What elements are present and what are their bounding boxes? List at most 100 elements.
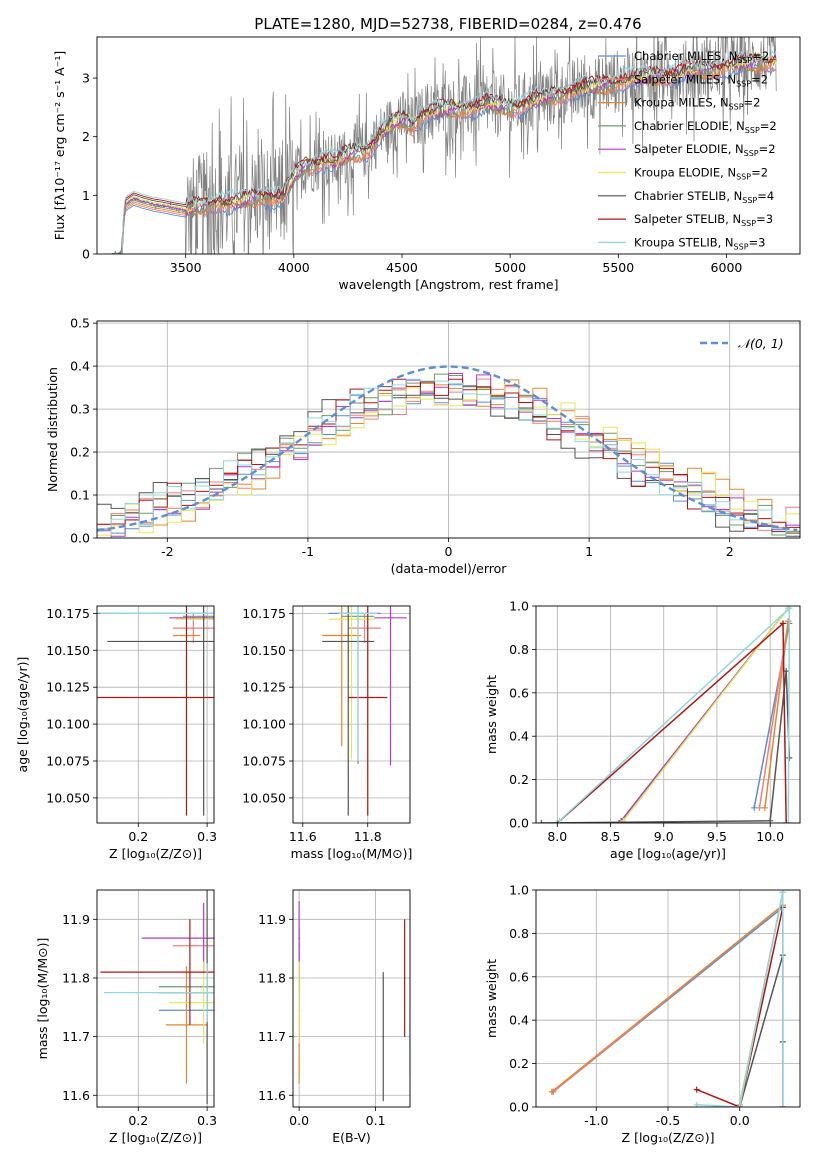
y-tick-label: 10.125 — [46, 680, 90, 695]
data-point — [189, 971, 191, 973]
residual-histogram-step — [97, 378, 800, 538]
x-tick-label: 6000 — [711, 260, 743, 275]
axes-frame — [535, 605, 801, 824]
data-point — [185, 1024, 188, 1026]
massweight_vs_age-panel: 8.0 8.5 9.0 9.5 10.0 0.0 0.2 0.4 0.6 0.8 1.0 age [l… — [484, 599, 801, 861]
x-tick-label: 11.8 — [354, 829, 382, 844]
x-tick-label: 0.2 — [128, 1113, 148, 1128]
x-tick-label: 3500 — [170, 260, 202, 275]
data-point — [202, 1001, 205, 1004]
x-tick-label: 11.6 — [289, 829, 317, 844]
x-axis-label: Z [log₁₀(Z/Z⊙)] — [109, 846, 202, 861]
x-tick-label: -1.0 — [584, 1113, 608, 1128]
x-axis-label: wavelength [Angstrom, rest frame] — [338, 277, 558, 292]
legend-entry: Chabrier ELODIE, NSSP=2 — [634, 119, 777, 135]
x-tick-label: 0.0 — [730, 1113, 750, 1128]
axes-frame — [96, 889, 215, 1108]
legend-entry: Salpeter STELIB, NSSP=3 — [634, 212, 773, 228]
x-tick-label: 8.5 — [601, 829, 621, 844]
data-point — [192, 627, 195, 629]
mass-weight-line — [764, 621, 790, 808]
x-tick-label: -2 — [161, 544, 173, 559]
data-point — [357, 612, 359, 615]
y-tick-label: 0.1 — [70, 488, 90, 503]
y-tick-label: 2 — [82, 129, 90, 144]
y-tick-label: 11.7 — [258, 1029, 286, 1044]
data-point — [206, 991, 208, 994]
y-tick-label: 10.150 — [242, 643, 286, 658]
data-point — [548, 1088, 555, 1095]
y-axis-label: mass weight — [484, 675, 499, 754]
legend-entry: Kroupa ELODIE, NSSP=2 — [634, 166, 768, 182]
x-tick-label: 0.3 — [197, 1113, 217, 1128]
y-tick-label: 0.0 — [70, 531, 90, 546]
y-tick-label: 0.5 — [70, 316, 90, 331]
mass-weight-line — [541, 671, 791, 823]
legend-entry: Chabrier MILES, NSSP=2 — [634, 49, 769, 65]
x-tick-label: 10.0 — [756, 829, 784, 844]
figure-title: PLATE=1280, MJD=52738, FIBERID=0284, z=0… — [254, 15, 641, 33]
data-point — [363, 627, 366, 629]
x-axis-label: (data-model)/error — [391, 561, 508, 576]
axes-frame — [292, 605, 411, 824]
x-tick-label: 0 — [445, 544, 453, 559]
legend-entry: Kroupa MILES, NSSP=2 — [634, 96, 760, 112]
x-tick-label: 4000 — [278, 260, 310, 275]
data-point — [366, 696, 369, 699]
data-point — [785, 618, 792, 625]
age_vs_mass-plot-area — [293, 606, 410, 823]
axes-frame — [96, 320, 801, 539]
y-tick-label: 0.8 — [509, 926, 529, 941]
y-tick-label: 0.0 — [509, 1100, 529, 1115]
mass-weight-line — [551, 904, 784, 1093]
x-tick-label: 0.2 — [128, 829, 148, 844]
data-point — [785, 820, 792, 823]
y-axis-label: mass weight — [484, 959, 499, 1038]
age_vs_Z-panel: 0.2 0.3 10.050 10.075 10.100 10.125 10.150 10.1… — [15, 605, 217, 861]
legend-entry: Kroupa STELIB, NSSP=3 — [634, 235, 765, 251]
x-tick-label: -0.5 — [656, 1113, 680, 1128]
residual-histogram-step — [97, 381, 800, 537]
x-axis-label: age [log₁₀(age/yr)] — [610, 846, 726, 861]
y-tick-label: 10.175 — [242, 606, 286, 621]
x-axis-label: E(B-V) — [332, 1130, 371, 1145]
axes-frame — [535, 889, 801, 1108]
data-point — [199, 985, 202, 988]
data-point — [538, 820, 545, 823]
x-tick-label: 5000 — [494, 260, 526, 275]
y-tick-label: 0.2 — [509, 1056, 529, 1071]
y-tick-label: 0.3 — [70, 402, 90, 417]
observed-spectrum-line — [112, 37, 777, 254]
y-tick-label: 11.7 — [62, 1029, 90, 1044]
x-axis-label: Z [log₁₀(Z/Z⊙)] — [109, 1130, 202, 1145]
x-axis-label: Z [log₁₀(Z/Z⊙)] — [622, 1130, 715, 1145]
model-spectrum-line — [120, 49, 777, 254]
y-tick-label: 0.4 — [509, 1013, 529, 1028]
y-tick-label: 0.6 — [509, 685, 529, 700]
y-tick-label: 0.4 — [509, 729, 529, 744]
y-tick-label: 10.125 — [242, 680, 286, 695]
y-tick-label: 0.6 — [509, 969, 529, 984]
legend-entry: Salpeter MILES, NSSP=2 — [634, 72, 768, 88]
y-axis-label: age [log₁₀(age/yr)] — [15, 657, 30, 773]
y-tick-label: 10.100 — [46, 717, 90, 732]
x-tick-label: 2 — [726, 544, 734, 559]
data-point — [779, 620, 786, 627]
data-point — [403, 977, 406, 979]
mass-weight-line — [738, 954, 784, 1107]
y-tick-label: 11.8 — [62, 970, 90, 985]
x-axis-label: mass [log₁₀(M/M⊙)] — [291, 846, 413, 861]
y-tick-label: 1 — [82, 188, 90, 203]
y-axis-label: mass [log₁₀(M/M⊙)] — [35, 938, 50, 1060]
data-point — [761, 804, 768, 811]
data-point — [185, 696, 188, 699]
y-tick-label: 3 — [82, 71, 90, 86]
data-point — [192, 944, 195, 947]
data-point — [389, 617, 392, 619]
data-point — [756, 804, 763, 811]
x-tick-label: 0.1 — [366, 1113, 386, 1128]
legend-entry: 𝒩(0, 1) — [738, 336, 784, 351]
massweight_vs_Z-plot-area — [536, 890, 800, 1107]
x-tick-label: 0.0 — [289, 1113, 309, 1128]
massweight_vs_age-plot-area — [536, 606, 800, 823]
